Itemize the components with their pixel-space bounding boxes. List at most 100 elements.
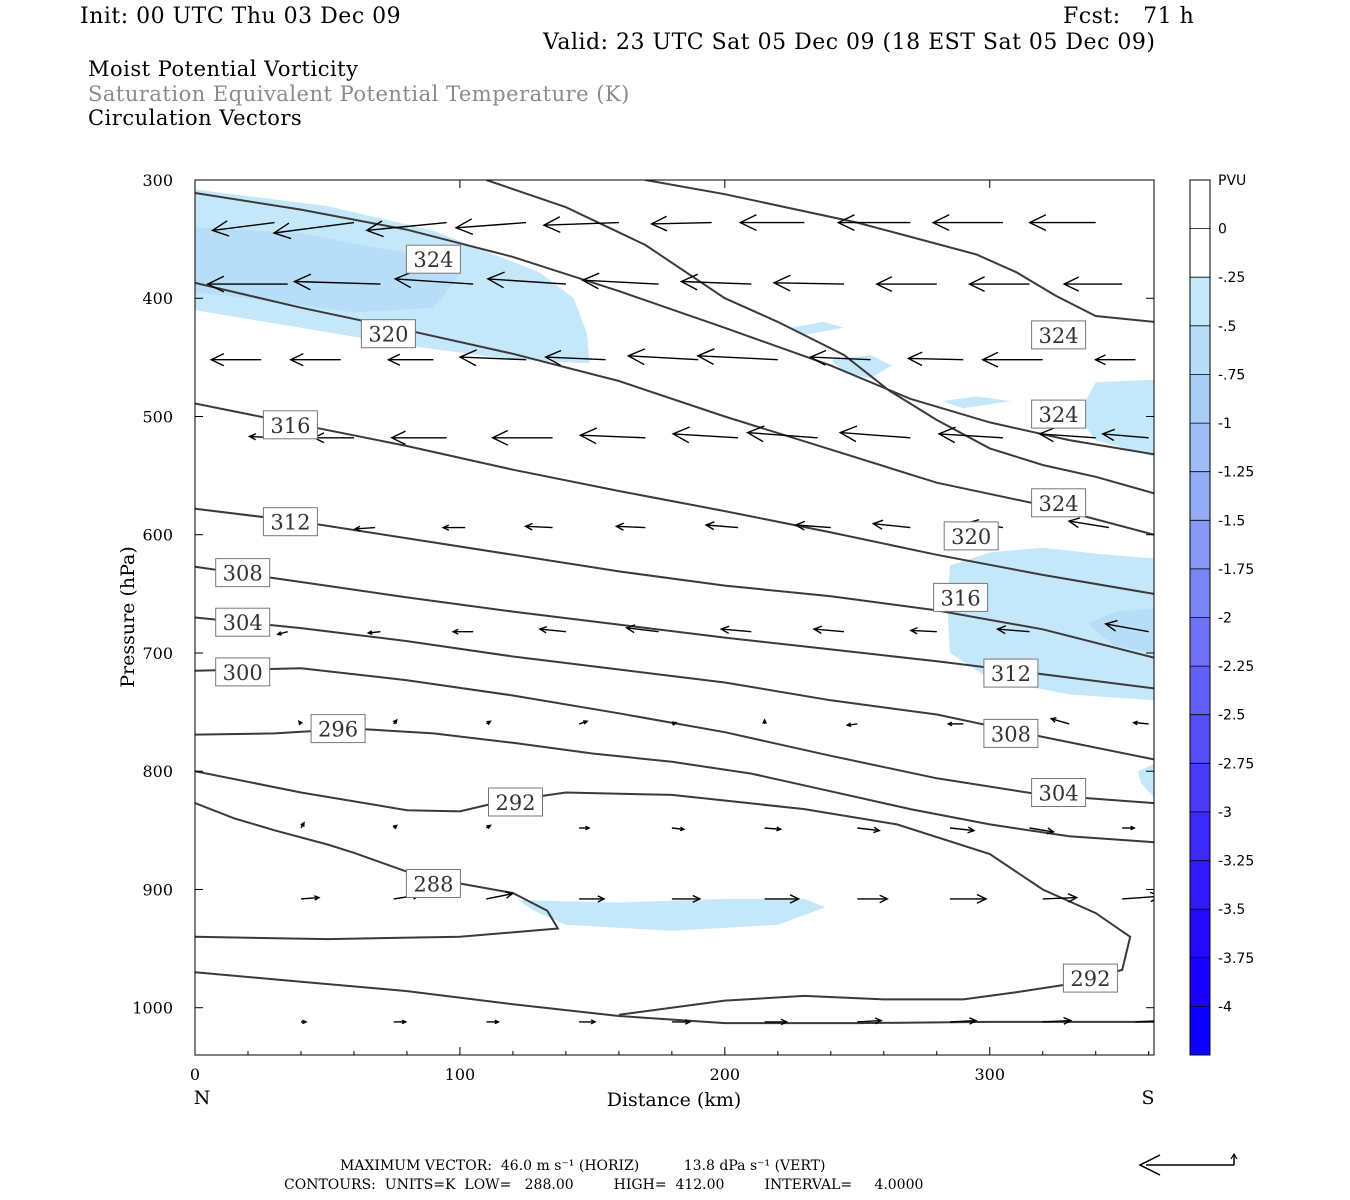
contour-label: 304 [1039,782,1079,806]
vector-arrow [525,525,553,529]
vector-arrowhead [538,625,548,634]
contour-label: 312 [991,662,1031,686]
vector-arrowhead [390,430,406,446]
vector-arrow [628,355,699,361]
contour-296-2 [195,971,1154,1025]
colorbar-swatch [1190,617,1210,667]
contour-label-box [983,718,1039,748]
vector-arrow [673,433,739,439]
vector-arrow [857,1019,882,1023]
vector-arrowhead [451,628,459,635]
y-tick-label: 500 [142,407,173,426]
contour-292-1 [195,770,1132,1016]
vector-arrow [810,356,871,361]
contour-label: 308 [991,722,1031,746]
vector-arrowhead [1155,1018,1162,1024]
vector-arrowhead [1067,893,1079,903]
vector-arrowhead [580,272,600,290]
colorbar-swatch [1190,520,1210,570]
vector-arrowhead [123,276,139,292]
pv-region-1 [195,227,460,313]
y-tick-label: 300 [142,171,173,190]
vector-arrow [355,526,376,530]
contour-label-box [933,582,989,612]
x-tick-label: 100 [445,1065,476,1084]
colorbar-label: -.5 [1218,319,1236,335]
vector-arrowhead [873,826,881,834]
contour-label-box [1031,399,1087,429]
vector-arrowhead [1132,720,1138,726]
vector-arrow [813,628,845,633]
colorbar-swatch [1190,325,1210,375]
vector-arrowhead [1063,1016,1073,1025]
vector-arrowhead [626,348,646,366]
colorbar-label: -2 [1218,611,1232,627]
vector-arrow [1029,827,1054,833]
vector-arrowhead [738,214,757,232]
vector-arrowhead [879,894,889,904]
vector-arrowhead [614,522,625,531]
vector-arrow [368,631,381,634]
y-tick-label: 1000 [132,999,173,1018]
contour-label: 296 [318,718,358,742]
contour-label-box [215,657,271,687]
vector-arrowhead [292,273,312,291]
vector-arrowhead [209,352,225,367]
vector-arrow [949,1019,977,1023]
y-tick-label: 400 [142,289,173,308]
vector-arrowhead [969,1017,978,1025]
contour-info-footnote: CONTOURS: UNITS=K LOW= 288.00 HIGH= 412.… [284,1177,924,1193]
north-endpoint-label: N [194,1087,211,1109]
contour-288-0 [195,802,560,941]
vector-arrowhead [578,427,598,445]
contour-label: 300 [223,661,263,685]
vector-arrowhead [931,214,950,232]
vector-arrowhead [585,825,591,831]
vector-arrowhead [671,426,690,444]
vector-arrow [545,356,606,361]
vector-arrowhead [458,349,477,367]
vector-arrow [651,221,712,225]
vector-arrow [582,279,659,285]
colorbar-swatch [1190,957,1210,1007]
vector-arrow [1042,896,1077,900]
vector-arrow [273,221,355,234]
vector-arrowhead [906,351,923,367]
colorbar-swatch [1190,860,1210,910]
vector-arrow [697,355,778,361]
vector-arrowhead [649,215,668,232]
colorbar-label: -1.5 [1218,513,1245,529]
vector-arrowhead [543,349,562,366]
contour-label: 320 [368,323,408,347]
contour-label: 304 [223,611,263,635]
vector-arrowhead [300,821,305,827]
vector-arrow [1039,433,1096,439]
vector-arrowhead [995,625,1007,635]
vector-arrow [681,280,752,285]
vector-arrow [840,431,911,439]
vector-arrowhead [845,722,852,728]
colorbar-label: -2.25 [1218,659,1254,675]
vector-arrowhead [981,351,999,368]
vector-arrowhead [125,223,142,239]
vector-arrowhead [794,520,806,531]
south-endpoint-label: S [1141,1087,1154,1109]
vector-arrow [721,628,752,633]
vector-arrowhead [486,271,505,289]
x-tick-label: 200 [710,1065,741,1084]
vector-arrow [195,222,196,224]
vector-arrowhead [494,1019,501,1025]
vector-arrow [706,524,739,529]
vector-arrowhead [441,524,450,531]
vector-arrow [487,278,566,285]
colorbar-swatch [1190,568,1210,618]
colorbar-label: -.75 [1218,367,1245,383]
colorbar-swatch [1190,811,1210,861]
y-tick-label: 900 [142,880,173,899]
vector-arrow [366,221,447,232]
contour-label: 320 [951,525,991,549]
contour-label-box [405,244,461,274]
vector-arrowhead [1093,354,1106,366]
vector-arrowhead [625,624,636,634]
